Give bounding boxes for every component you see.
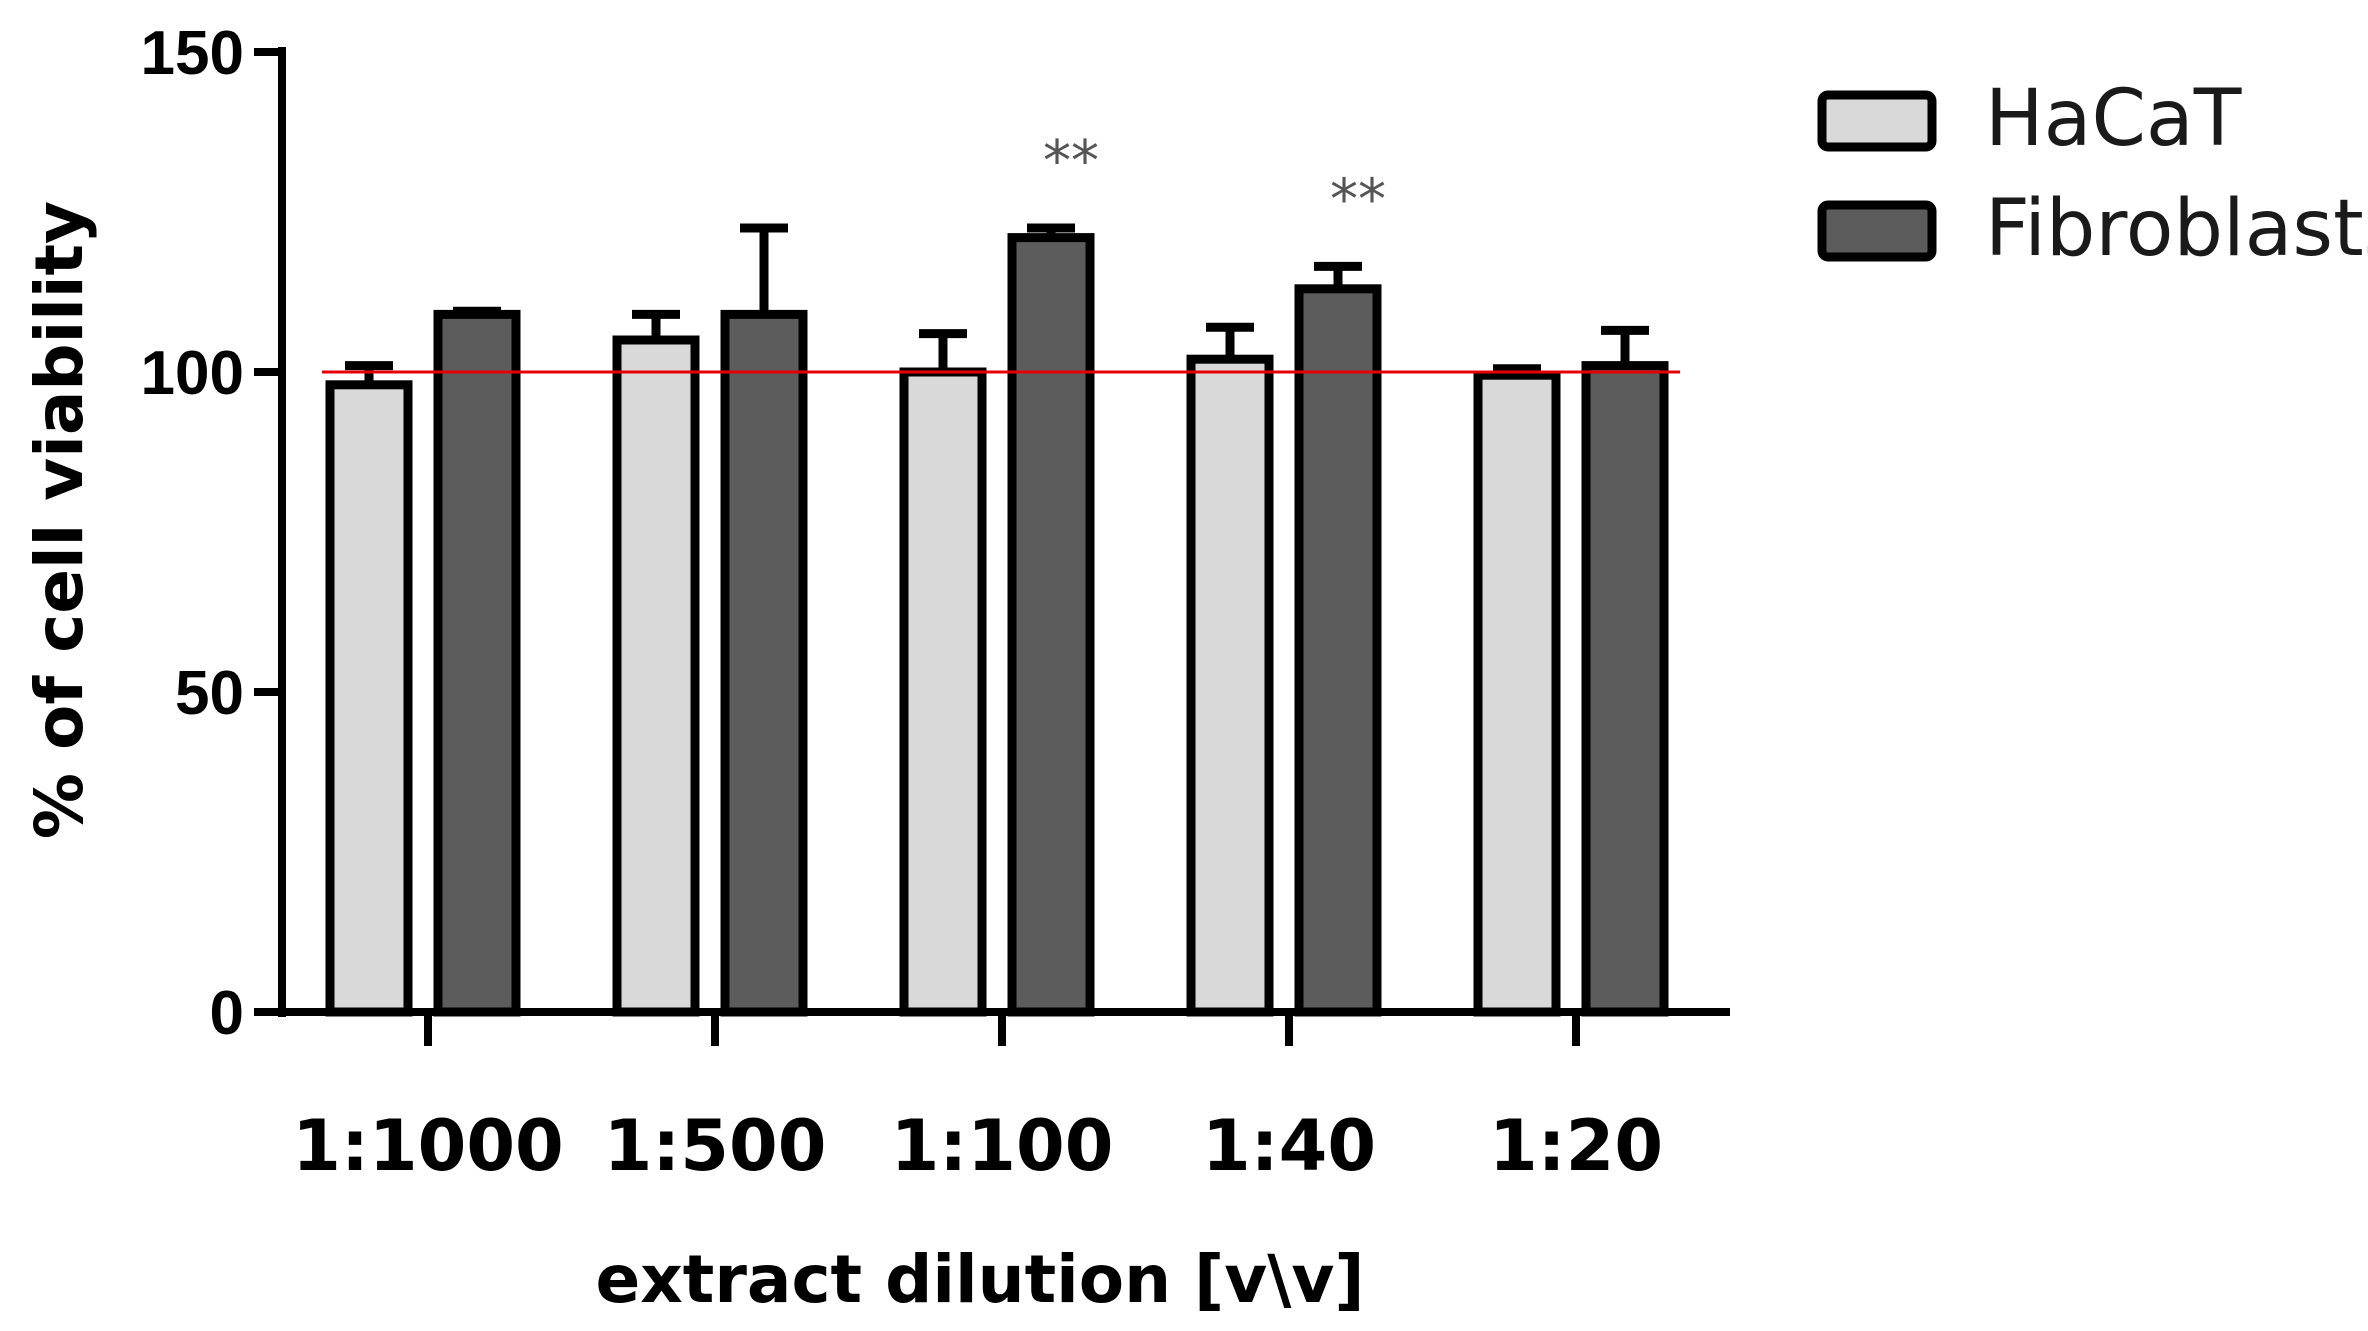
legend: HaCaT Fibroblasts <box>1817 74 2368 274</box>
significance-label-2: ** <box>1043 129 1099 194</box>
y-tick-label-50: 50 <box>175 659 244 728</box>
bar-fibroblasts-4 <box>1581 361 1669 1017</box>
y-axis-title: % of cell viability <box>21 201 98 839</box>
bar-hacat-4 <box>1473 370 1561 1017</box>
x-tick-label-1: 1:500 <box>604 1105 827 1187</box>
legend-swatch-hacat <box>1817 90 1937 152</box>
bar-fibroblasts-1 <box>720 309 808 1017</box>
y-tick-label-150: 150 <box>141 19 244 88</box>
x-tick-label-0: 1:1000 <box>292 1105 564 1187</box>
bar-hacat-2 <box>899 367 987 1017</box>
bar-hacat-3 <box>1186 354 1274 1017</box>
x-tick-label-3: 1:40 <box>1202 1105 1376 1187</box>
bar-hacat-1 <box>612 335 700 1017</box>
y-tick-label-100: 100 <box>141 339 244 408</box>
x-ticks: 1:1000 1:500 1:100 1:40 1:20 <box>292 1012 1663 1187</box>
axes <box>257 47 1730 1017</box>
legend-swatch-fibroblasts <box>1817 200 1937 262</box>
bar-fibroblasts-3 <box>1294 284 1382 1017</box>
significance-label-3: ** <box>1330 167 1386 232</box>
x-axis-title: extract dilution [v\v] <box>595 1241 1364 1318</box>
legend-label-hacat: HaCaT <box>1985 74 2242 164</box>
x-tick-label-2: 1:100 <box>891 1105 1114 1187</box>
bar-hacat-0 <box>325 380 413 1017</box>
y-tick-label-0: 0 <box>210 979 244 1048</box>
y-ticks: 0 50 100 150 <box>141 19 282 1048</box>
legend-label-fibroblasts: Fibroblasts <box>1985 184 2368 274</box>
bar-fibroblasts-0 <box>433 309 521 1017</box>
plot-area: ** ** <box>322 129 1680 1017</box>
x-tick-label-4: 1:20 <box>1489 1105 1663 1187</box>
bar-fibroblasts-2 <box>1007 233 1095 1017</box>
